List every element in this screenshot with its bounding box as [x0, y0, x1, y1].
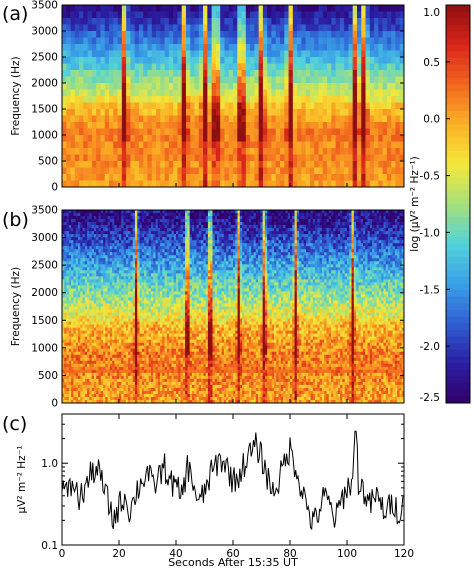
- panel-label-c: (c): [2, 413, 27, 435]
- colorbar-tick-label: -1.0: [420, 227, 441, 239]
- series-line: [61, 430, 404, 531]
- y-axis-label-a: Frequency (Hz): [10, 56, 22, 135]
- xtick-label-c: 120: [394, 548, 414, 560]
- xtick-label-c: 100: [337, 548, 357, 560]
- colorbar-tick-label: 0.0: [423, 114, 440, 126]
- colorbar-tick-label: -2.0: [420, 341, 441, 353]
- ytick-label-a: 1000: [31, 130, 58, 142]
- colorbar-tick-label: -2.5: [420, 392, 441, 404]
- ytick-label-b: 1500: [31, 315, 58, 327]
- ytick-label-c: 1.0: [41, 458, 58, 470]
- ytick-label-c: 0.1: [41, 540, 58, 552]
- heatmap-b: [62, 210, 405, 404]
- colorbar-tick-label: 1.0: [423, 7, 440, 19]
- colorbar-label: log (μV² m⁻² Hz⁻¹): [409, 156, 421, 251]
- xtick-label-c: 40: [169, 548, 182, 560]
- xtick-label-c: 20: [112, 548, 125, 560]
- heatmap-a: [62, 5, 405, 188]
- ytick-label-b: 0: [51, 398, 58, 410]
- colorbar: [446, 5, 470, 404]
- y-axis-label-b: Frequency (Hz): [10, 267, 22, 346]
- y-axis-label-c: μV² m⁻² Hz⁻¹: [16, 446, 28, 514]
- colorbar-tick-label: 0.5: [423, 57, 440, 69]
- colorbar-tick-label: -0.5: [420, 171, 441, 183]
- ytick-label-a: 3500: [31, 0, 58, 12]
- panel-label-b: (b): [2, 209, 29, 231]
- ytick-label-a: 2000: [31, 78, 58, 90]
- ytick-label-a: 1500: [31, 104, 58, 116]
- xtick-label-c: 80: [283, 548, 296, 560]
- ytick-label-b: 2500: [31, 260, 58, 272]
- ytick-label-b: 3000: [31, 232, 58, 244]
- ytick-label-b: 500: [38, 370, 58, 382]
- ytick-label-b: 3500: [31, 205, 58, 217]
- xtick-label-c: 0: [59, 548, 66, 560]
- ytick-label-a: 3000: [31, 26, 58, 38]
- ytick-label-a: 500: [38, 156, 58, 168]
- colorbar-frame: [445, 4, 471, 404]
- ytick-label-b: 2000: [31, 287, 58, 299]
- ytick-label-b: 1000: [31, 342, 58, 354]
- ytick-label-a: 0: [51, 182, 58, 194]
- panel-label-a: (a): [2, 3, 28, 25]
- ytick-label-a: 2500: [31, 52, 58, 64]
- xtick-label-c: 60: [226, 548, 239, 560]
- colorbar-tick-label: -1.5: [420, 284, 441, 296]
- x-axis-label: Seconds After 15:35 UT: [168, 556, 298, 569]
